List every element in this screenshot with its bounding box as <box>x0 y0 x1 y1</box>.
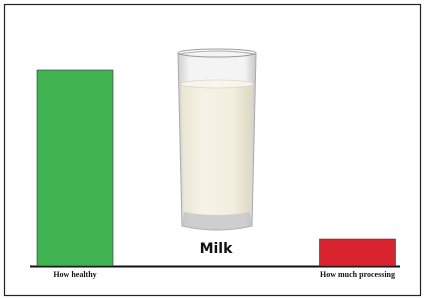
category-label: How much processing <box>320 270 395 279</box>
bar <box>320 239 396 266</box>
category-label: How healthy <box>53 270 96 279</box>
bar <box>37 70 113 266</box>
page: {"chart_data": {"type": "bar", "title": … <box>0 0 425 299</box>
chart-title: Milk <box>200 241 234 257</box>
chart: Milk How healthy How much processing <box>0 0 425 299</box>
milk-glass <box>178 49 256 230</box>
